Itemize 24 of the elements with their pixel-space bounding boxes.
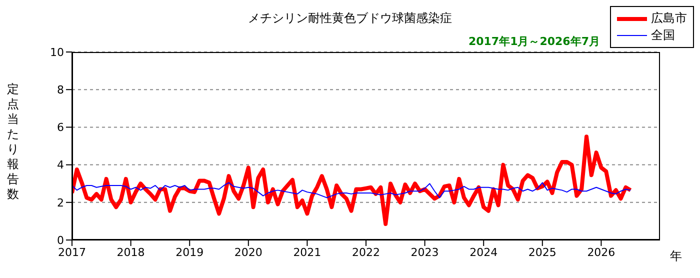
y-axis-title: 定点当たり報告数 [6, 82, 20, 202]
x-tick-label: 2022 [352, 246, 380, 259]
legend-label: 全国 [651, 27, 675, 44]
x-tick-label: 2026 [587, 246, 616, 259]
y-tick-label: 4 [57, 158, 64, 172]
chart-title: メチシリン耐性黄色ブドウ球菌感染症 [248, 11, 452, 25]
x-tick-label: 2017 [58, 246, 86, 259]
y-tick-label: 6 [57, 121, 64, 134]
x-tick-label: 2019 [176, 246, 204, 259]
x-tick-label: 2020 [234, 246, 262, 259]
x-axis-title: 年 [670, 248, 682, 265]
chart-subtitle: 2017年1月～2026年7月 [468, 34, 600, 49]
x-tick-label: 2021 [293, 246, 322, 259]
x-tick-label: 2018 [116, 246, 145, 259]
y-tick-label: 8 [57, 84, 64, 97]
line-series [72, 134, 633, 226]
legend-label: 広島市 [651, 10, 687, 27]
line-series [72, 182, 632, 198]
y-tick-label: 0 [57, 234, 64, 247]
y-tick-label: 10 [50, 46, 64, 59]
x-tick-label: 2025 [528, 246, 556, 259]
y-tick-label: 2 [57, 196, 64, 210]
x-tick-label: 2024 [470, 246, 498, 259]
x-tick-label: 2023 [410, 246, 439, 259]
